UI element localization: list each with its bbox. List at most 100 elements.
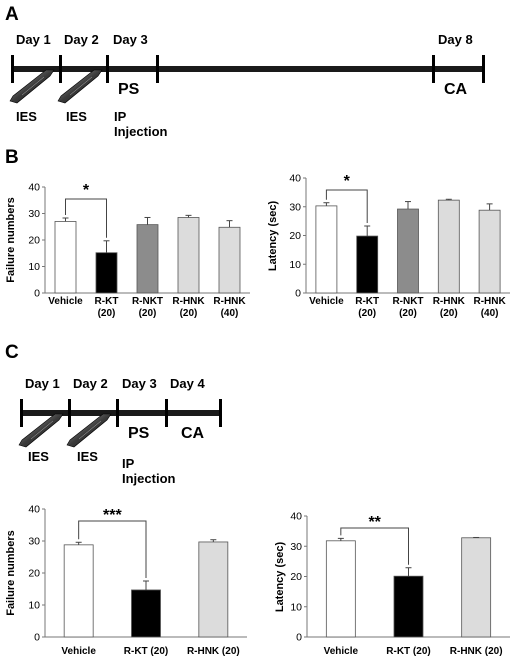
timeline-c-ies-2: IES <box>77 449 98 464</box>
significance-bracket <box>340 527 409 565</box>
category-label: (20) <box>139 308 157 319</box>
timeline-a-tick <box>106 55 109 83</box>
y-tick-label: 30 <box>28 536 40 548</box>
timeline-a: Day 1 Day 2 Day 3 Day 8 PS CA IES IES IP… <box>9 32 485 139</box>
category-label: (40) <box>481 308 499 319</box>
chart-c_left: Failure numbers 0 10 20 30 40 Vehicle R-KT (20)… <box>5 504 247 657</box>
category-label: R-KT (20) <box>386 646 430 657</box>
panel-label-c: C <box>5 342 19 363</box>
y-tick-label: 40 <box>28 504 40 516</box>
category-label: (40) <box>221 308 239 319</box>
significance-label: * <box>344 173 351 190</box>
y-tick-label: 0 <box>34 288 40 300</box>
timeline-c-tick <box>116 399 119 427</box>
y-tick-label: 30 <box>289 201 301 213</box>
y-tick-label: 10 <box>290 601 302 613</box>
electrode-icon <box>18 413 64 448</box>
category-label: Vehicle <box>61 646 96 657</box>
timeline-a-ps: PS <box>118 81 140 98</box>
timeline-a-ies-2: IES <box>66 109 87 124</box>
bar <box>397 208 419 294</box>
panel-label-b: B <box>5 147 19 168</box>
electrode-icon <box>57 69 103 104</box>
category-label: Vehicle <box>48 296 83 307</box>
bar <box>461 537 492 638</box>
timeline-c-bar <box>21 410 221 416</box>
bar <box>131 589 161 638</box>
significance-label: * <box>83 182 90 199</box>
bar <box>393 575 424 638</box>
y-tick-label: 40 <box>289 173 301 185</box>
significance-bracket <box>325 189 368 224</box>
bar <box>315 205 338 294</box>
timeline-c-day-4: Day 4 <box>170 376 205 391</box>
bar <box>356 235 379 294</box>
bar <box>198 541 229 638</box>
timeline-a-day-2: Day 2 <box>64 32 99 47</box>
timeline-a-tick <box>11 55 14 83</box>
timeline-c-ca: CA <box>181 425 205 442</box>
electrode-icon <box>66 413 112 448</box>
timeline-a-ies-1: IES <box>16 109 37 124</box>
bar <box>218 226 241 294</box>
timeline-c-injection: Injection <box>122 471 176 486</box>
timeline-c-tick <box>219 399 222 427</box>
timeline-a-bar <box>12 66 484 72</box>
category-label: R-HNK <box>213 296 246 307</box>
y-tick-label: 0 <box>34 632 40 644</box>
category-label: (20) <box>180 308 198 319</box>
category-label: R-NKT <box>132 296 163 307</box>
chart-c_right: Latency (sec) 0 10 20 30 40 Vehicle R-KT (20) R-… <box>274 511 510 657</box>
electrode-icon <box>9 69 55 104</box>
timeline-a-tick <box>482 55 485 83</box>
timeline-a-day-1: Day 1 <box>16 32 51 47</box>
y-tick-label: 20 <box>289 230 301 242</box>
y-tick-label: 40 <box>28 182 40 194</box>
timeline-c-ps: PS <box>128 425 150 442</box>
timeline-a-injection: Injection <box>114 124 168 139</box>
significance-bracket <box>78 520 147 578</box>
category-label: Vehicle <box>324 646 359 657</box>
y-tick-label: 0 <box>296 632 302 644</box>
category-label: (20) <box>358 308 376 319</box>
significance-label: ** <box>368 514 381 531</box>
category-label: Vehicle <box>309 296 344 307</box>
y-axis-label: Latency (sec) <box>274 542 286 613</box>
timeline-a-tick <box>156 55 159 83</box>
y-tick-label: 10 <box>289 259 301 271</box>
bar <box>136 224 159 294</box>
y-tick-label: 10 <box>28 600 40 612</box>
category-label: R-KT <box>95 296 119 307</box>
y-axis-label: Failure numbers <box>5 197 17 283</box>
y-tick-label: 20 <box>28 568 40 580</box>
category-label: R-HNK (20) <box>450 646 503 657</box>
bar <box>54 221 77 294</box>
category-label: R-KT <box>355 296 379 307</box>
category-label: (20) <box>399 308 417 319</box>
timeline-c-ies-1: IES <box>28 449 49 464</box>
category-label: R-HNK <box>172 296 205 307</box>
timeline-c-ip: IP <box>122 456 135 471</box>
timeline-c-tick <box>20 399 23 427</box>
y-tick-label: 20 <box>28 235 40 247</box>
category-label: R-NKT <box>392 296 423 307</box>
significance-label: *** <box>103 507 122 524</box>
bar <box>437 199 460 294</box>
timeline-c-tick <box>68 399 71 427</box>
y-axis-label: Failure numbers <box>5 530 17 616</box>
y-tick-label: 30 <box>28 208 40 220</box>
category-label: R-HNK <box>473 296 506 307</box>
timeline-a-ip: IP <box>114 109 127 124</box>
timeline-a-day-8: Day 8 <box>438 32 473 47</box>
timeline-a-tick <box>59 55 62 83</box>
bar <box>325 540 356 638</box>
timeline-c-tick <box>165 399 168 427</box>
timeline-c-day-3: Day 3 <box>122 376 157 391</box>
category-label: R-KT (20) <box>124 646 168 657</box>
timeline-a-ca: CA <box>444 81 468 98</box>
bar <box>177 217 200 294</box>
bar <box>478 209 501 294</box>
y-tick-label: 30 <box>290 541 302 553</box>
